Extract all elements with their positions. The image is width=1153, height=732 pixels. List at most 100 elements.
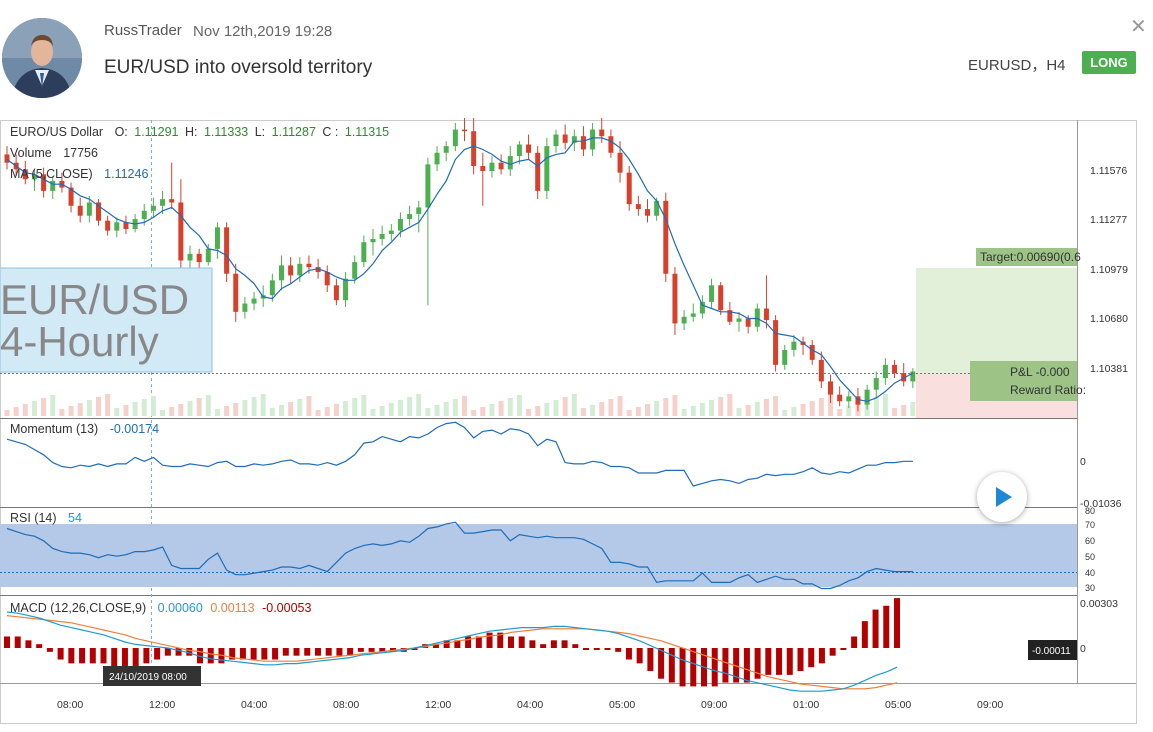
candle-body	[187, 253, 193, 261]
histogram-bar	[36, 644, 43, 648]
volume-bar	[562, 397, 568, 416]
rsi-polyline	[6, 521, 913, 590]
candle-body	[471, 131, 477, 167]
volume-bar	[352, 398, 358, 416]
histogram-bar	[475, 636, 482, 648]
volume-bar	[800, 404, 806, 416]
candle-body	[864, 389, 870, 405]
momentum-tick: -0.01036	[1080, 498, 1122, 510]
candle-body	[251, 298, 257, 304]
chart-area[interactable]: EUR/USD 4-Hourly Target:0.00690(0.6 P&L …	[0, 114, 1153, 727]
candle-body	[855, 396, 861, 405]
histogram-bar	[347, 648, 354, 656]
time-axis: 08:00 12:00 04:00 08:00 12:00 04:00 05:0…	[57, 699, 1003, 711]
histogram-bar	[111, 648, 118, 668]
h-value: 1.11333	[204, 125, 248, 139]
histogram-bar	[851, 636, 858, 648]
direction-badge: LONG	[1082, 51, 1136, 74]
candle-body	[86, 202, 92, 216]
histogram-bar	[776, 648, 783, 675]
histogram-bar	[68, 648, 75, 664]
histogram-bar	[550, 640, 557, 648]
candlesticks[interactable]	[4, 114, 916, 412]
avatar[interactable]	[2, 18, 82, 98]
candle-body	[434, 152, 440, 165]
rsi-tick: 50	[1085, 552, 1095, 562]
close-icon[interactable]: ✕	[1130, 16, 1147, 38]
play-button[interactable]	[977, 472, 1027, 522]
volume-bar	[516, 395, 522, 416]
volume-bar	[745, 405, 751, 416]
candle-body	[580, 136, 586, 150]
volume-bar	[77, 403, 83, 416]
candle-body	[361, 242, 367, 263]
histogram-bar	[121, 648, 128, 672]
histogram-bar	[79, 648, 86, 664]
rsi-label: RSI (14)	[10, 511, 57, 525]
histogram-bar	[336, 648, 343, 656]
volume-bar	[773, 396, 779, 416]
volume-bar	[196, 398, 202, 416]
histogram-bar	[293, 648, 300, 656]
candle-body	[873, 378, 879, 390]
volume-bar	[59, 409, 65, 416]
volume-bar	[910, 402, 916, 416]
histogram-bar	[4, 636, 10, 648]
candle-body	[462, 129, 467, 132]
c-value: 1.11315	[345, 125, 389, 139]
volume-bar	[526, 409, 532, 416]
candle-body	[727, 310, 733, 322]
histogram-bar	[197, 648, 204, 664]
chart-svg[interactable]: EUR/USD 4-Hourly Target:0.00690(0.6 P&L …	[0, 114, 1153, 727]
histogram-bar	[368, 648, 375, 652]
candle-body	[352, 262, 358, 279]
histogram-bar	[186, 648, 193, 656]
overlay-text-2: 4-Hourly	[0, 318, 159, 365]
candle-body	[901, 373, 907, 382]
histogram-bar	[711, 648, 718, 687]
candle-body	[526, 144, 532, 153]
candle-body	[745, 318, 751, 327]
author-name[interactable]: RussTrader	[104, 22, 182, 39]
volume-bar	[828, 395, 833, 416]
macd-signal-line	[6, 615, 898, 690]
histogram-bar	[100, 648, 107, 664]
candle-body	[654, 200, 660, 216]
candle-body	[516, 144, 522, 157]
histogram-bar	[722, 648, 729, 683]
price-tick: 1.10680	[1090, 313, 1128, 325]
candle-body	[690, 313, 696, 317]
histogram-bar	[250, 648, 257, 660]
candle-body	[544, 146, 550, 191]
histogram-bar	[583, 648, 590, 650]
histogram-bar	[883, 605, 890, 648]
volume-bar	[635, 407, 641, 416]
time-tick: 09:00	[977, 699, 1003, 711]
candle-body	[123, 222, 129, 229]
candle-body	[553, 134, 559, 147]
histogram-bar	[786, 648, 793, 675]
time-tick: 05:00	[885, 699, 911, 711]
histogram-bar	[239, 648, 246, 660]
volume-bar	[645, 404, 650, 416]
histogram-bar	[808, 648, 815, 668]
histogram-bar	[207, 648, 214, 664]
volume-bar	[809, 401, 815, 416]
post-date: Nov 12th,2019 19:28	[193, 23, 333, 40]
price-axis: 1.11576 1.11277 1.10979 1.10680 1.10381	[1090, 165, 1128, 375]
volume-bar	[397, 400, 403, 416]
ma-polyline	[6, 137, 914, 402]
histogram-bar	[411, 648, 418, 650]
price-tick: 1.11277	[1090, 214, 1127, 226]
volume-bar	[590, 405, 596, 416]
candle-body	[608, 136, 614, 153]
rsi-band	[0, 524, 1077, 587]
histogram-bar	[668, 648, 675, 683]
volume-bar	[672, 395, 678, 416]
volume-bar	[132, 402, 138, 416]
histogram-bar	[840, 648, 847, 650]
histogram-bar	[679, 648, 686, 687]
target-zone	[916, 268, 1077, 374]
macd-lines	[6, 611, 898, 692]
histogram-bar	[518, 636, 525, 648]
